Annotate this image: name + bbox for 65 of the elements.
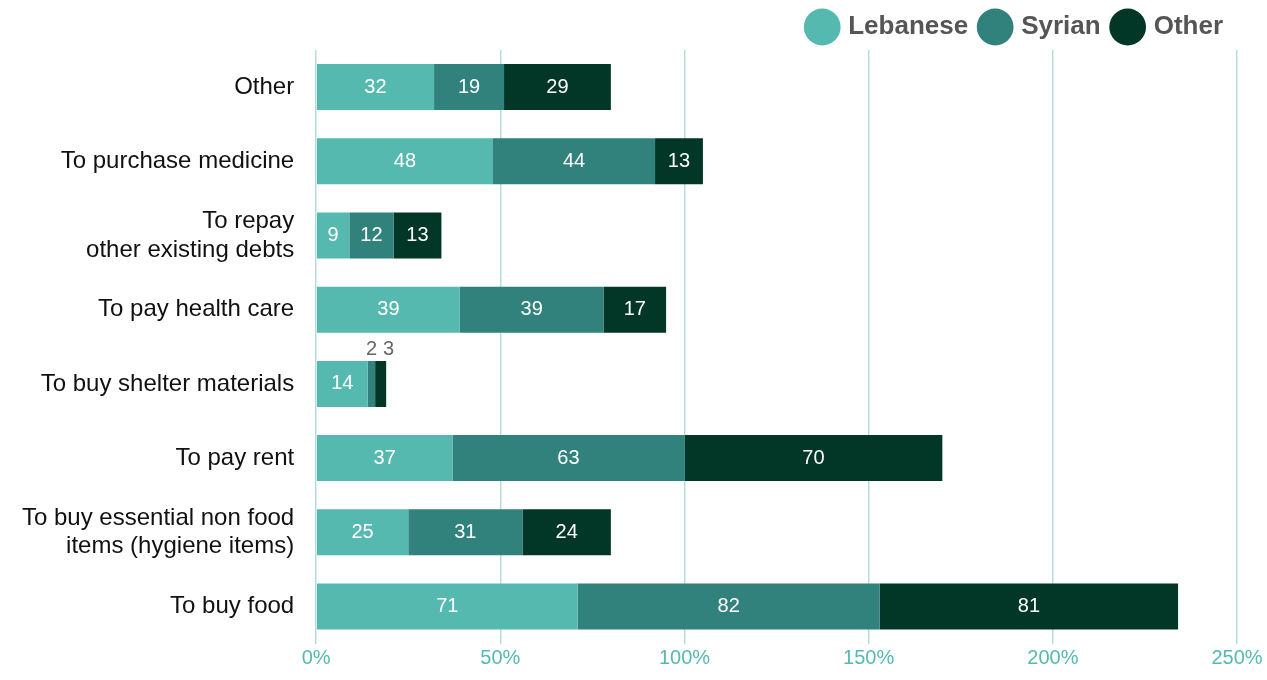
data-label: 71 <box>436 594 459 617</box>
bar <box>367 360 376 407</box>
data-label: 63 <box>557 445 580 468</box>
data-label: 70 <box>802 445 825 468</box>
y-tick-label: To purchase medicine <box>60 145 295 173</box>
data-label: 44 <box>562 148 586 171</box>
data-label: 17 <box>623 297 646 320</box>
data-label: 81 <box>1017 594 1041 617</box>
bar <box>316 583 578 630</box>
legend-label: Lebanese <box>848 10 969 41</box>
bar <box>316 212 350 259</box>
bar <box>655 138 703 185</box>
x-tick-label: 250% <box>1211 646 1263 669</box>
bar <box>349 212 394 259</box>
y-tick-label: To buy essential non food items (hygiene items) <box>21 502 295 559</box>
y-tick-label: To pay health care <box>98 294 295 322</box>
bar <box>408 509 523 556</box>
data-label: 29 <box>546 74 569 97</box>
bar <box>316 509 409 556</box>
bar <box>504 64 611 111</box>
data-label: 14 <box>331 371 354 394</box>
data-label: 3 <box>383 337 395 360</box>
data-label: 39 <box>520 297 543 320</box>
bar <box>684 435 943 482</box>
data-label: 32 <box>364 74 387 97</box>
x-tick-label: 150% <box>843 646 895 669</box>
data-label: 19 <box>457 74 481 97</box>
x-tick-label: 200% <box>1027 646 1079 669</box>
data-label: 9 <box>327 223 339 246</box>
data-label: 48 <box>393 148 417 171</box>
y-tick-label: To buy shelter materials <box>40 368 295 396</box>
bar <box>316 64 435 111</box>
bar <box>316 138 493 185</box>
bar <box>434 64 505 111</box>
bar <box>452 435 685 482</box>
data-label: 31 <box>454 519 477 542</box>
bar <box>375 360 387 407</box>
bar <box>492 138 656 185</box>
x-tick-label: 50% <box>480 646 521 669</box>
data-label: 12 <box>360 223 383 246</box>
y-tick-label: To repay other existing debts <box>86 205 295 262</box>
bar <box>879 583 1179 630</box>
bar <box>577 583 880 630</box>
bar <box>393 212 442 259</box>
data-label: 82 <box>717 594 740 617</box>
data-label: 2 <box>365 337 377 360</box>
data-label: 39 <box>377 297 400 320</box>
x-tick-label: 100% <box>658 646 711 669</box>
data-label: 24 <box>555 519 578 542</box>
data-label: 13 <box>667 148 691 171</box>
bar <box>316 435 453 482</box>
y-tick-label: Other <box>234 71 295 99</box>
x-tick-label: 0% <box>301 646 331 669</box>
bar <box>603 286 667 333</box>
data-label: 37 <box>373 445 396 468</box>
y-tick-label: To pay rent <box>175 442 295 470</box>
bar <box>522 509 611 556</box>
legend-label: Syrian <box>1021 10 1101 41</box>
data-label: 25 <box>351 519 374 542</box>
bar <box>316 286 460 333</box>
bar <box>459 286 604 333</box>
bar <box>316 360 368 407</box>
legend-label: Other <box>1153 10 1223 41</box>
y-tick-label: To buy food <box>170 591 295 619</box>
data-label: 13 <box>406 223 429 246</box>
